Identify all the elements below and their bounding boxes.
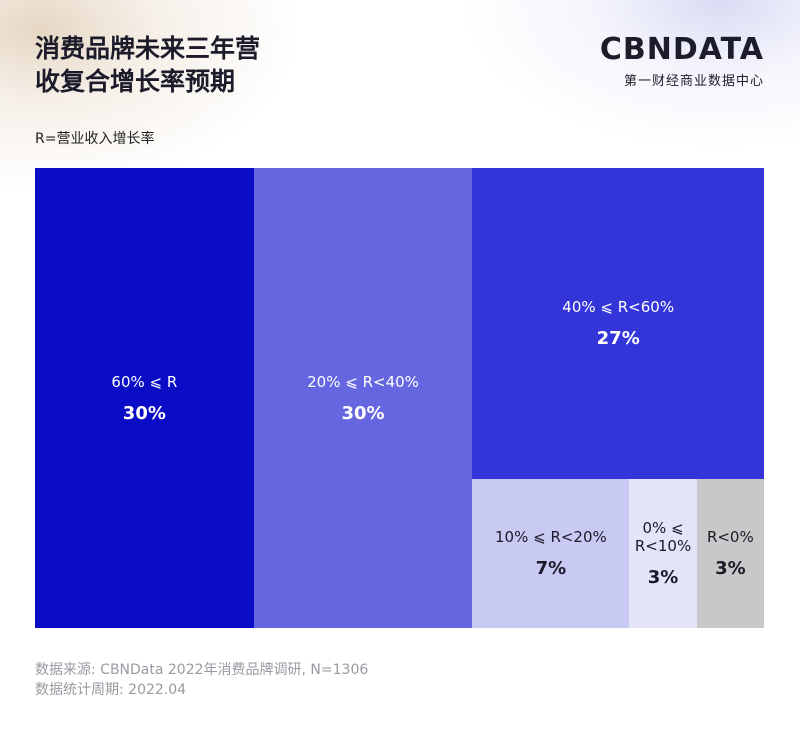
cell-label: 0% ⩽ R<10% <box>634 518 692 555</box>
treemap-cell: 10% ⩽ R<20% 7% <box>472 478 630 628</box>
value-label: 3% <box>647 566 679 588</box>
value-label: 30% <box>122 402 166 424</box>
value-label: 7% <box>535 557 567 579</box>
cell-label: R<0% <box>706 527 754 546</box>
treemap-cell: R<0% 3% <box>696 478 764 628</box>
treemap-cell: 0% ⩽ R<10% 3% <box>629 478 697 628</box>
logo: CBNDATA 第一财经商业数据中心 <box>599 32 764 90</box>
treemap-cell: 20% ⩽ R<40% 30% <box>253 168 473 628</box>
value-label: 3% <box>715 557 746 579</box>
chart-title: 消费品牌未来三年营收复合增长率预期 <box>35 34 261 96</box>
treemap: 60% ⩽ R 30% 20% ⩽ R<40% 30% 40% ⩽ R<60% 27% 10… <box>35 168 764 628</box>
source-line: 数据来源: CBNData 2022年消费品牌调研, N=1306 <box>35 662 369 678</box>
brand: CBNDATA <box>599 32 764 67</box>
treemap-cell: 60% ⩽ R 30% <box>35 168 254 628</box>
treemap-cell: 40% ⩽ R<60% 27% <box>472 168 764 479</box>
cell-label: 40% ⩽ R<60% <box>562 297 675 316</box>
source: 数据来源: CBNData 2022年消费品牌调研, N=1306 数据统计周期… <box>35 660 368 700</box>
value-label: 30% <box>341 402 385 424</box>
brand-subtitle: 第一财经商业数据中心 <box>623 74 764 89</box>
cell-label: 60% ⩽ R <box>111 372 178 391</box>
subtitle: R=营业收入增长率 <box>35 131 155 147</box>
source-line: 数据统计周期: 2022.04 <box>35 682 187 698</box>
cell-label: 10% ⩽ R<20% <box>495 527 607 546</box>
value-label: 27% <box>596 327 640 349</box>
cell-label: 20% ⩽ R<40% <box>307 372 419 391</box>
